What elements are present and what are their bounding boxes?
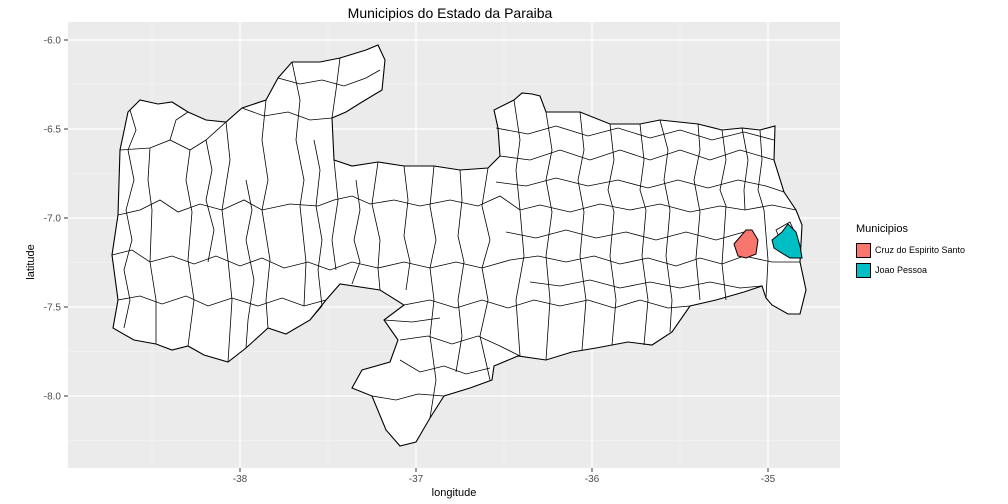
- municipality-border: [261, 99, 271, 329]
- municipality-border: [277, 69, 381, 87]
- x-tick-label: -36: [585, 474, 600, 485]
- municipality-border: [221, 121, 233, 363]
- municipality-border: [399, 335, 521, 357]
- municipality-border: [291, 61, 307, 307]
- x-axis-title: longitude: [431, 487, 477, 499]
- municipality-border: [399, 359, 491, 375]
- x-tick-label: -37: [409, 474, 424, 485]
- municipality-border: [495, 125, 775, 141]
- municipality-border: [371, 161, 381, 291]
- y-tick-label: -6.0: [44, 36, 62, 47]
- x-tick-label: -35: [761, 474, 776, 485]
- municipality-border: [757, 129, 769, 299]
- municipality-border: [169, 111, 189, 141]
- map-title: Municipios do Estado da Paraiba: [347, 5, 553, 21]
- y-axis-ticks: -6.0 -6.5 -7.0 -7.5 -8.0: [44, 36, 68, 403]
- municipality-border: [185, 149, 195, 347]
- municipality-border: [331, 57, 341, 119]
- municipality-border: [693, 123, 701, 301]
- x-tick-label: -38: [233, 474, 248, 485]
- legend-label: Joao Pessoa: [875, 265, 928, 275]
- legend: Municipios Cruz do Espirito Santo Joao P…: [856, 223, 965, 280]
- paraiba-state: [111, 44, 807, 447]
- legend-key-cruz: [856, 242, 871, 258]
- municipality-border: [639, 123, 649, 346]
- y-tick-label: -7.5: [44, 303, 62, 314]
- municipality-border: [119, 121, 227, 151]
- municipality-border: [403, 165, 411, 291]
- legend-title: Municipios: [856, 223, 908, 235]
- municipality-border: [429, 165, 437, 419]
- legend-item: Cruz do Espirito Santo: [856, 240, 965, 260]
- cruz-do-espirito-santo-shape: [733, 229, 759, 259]
- municipality-border: [241, 107, 333, 121]
- y-tick-label: -8.0: [44, 392, 62, 403]
- legend-label: Cruz do Espirito Santo: [875, 245, 966, 255]
- y-tick-label: -6.5: [44, 125, 62, 136]
- municipality-border: [351, 179, 361, 285]
- municipality-borders: [111, 57, 800, 419]
- legend-item: Joao Pessoa: [856, 260, 965, 280]
- municipality-border: [505, 229, 745, 241]
- y-tick-label: -7.0: [44, 214, 62, 225]
- municipality-border: [495, 177, 785, 193]
- municipality-border: [513, 99, 525, 357]
- municipality-border: [147, 147, 157, 344]
- municipality-border: [529, 279, 763, 289]
- municipality-border: [577, 111, 587, 351]
- legend-key-joao: [856, 262, 871, 278]
- municipality-border: [245, 179, 255, 349]
- municipality-border: [309, 139, 323, 321]
- y-axis-title: latitude: [25, 244, 37, 280]
- municipality-border: [499, 149, 775, 161]
- municipality-border: [455, 169, 465, 373]
- municipality-border: [659, 119, 673, 333]
- municipality-border: [607, 123, 617, 346]
- joao-pessoa-shape: [771, 223, 803, 259]
- municipality-border: [331, 159, 339, 271]
- municipality-border: [479, 167, 491, 381]
- municipality-border: [403, 299, 691, 309]
- municipality-border: [117, 295, 327, 307]
- municipality-border: [205, 139, 215, 263]
- municipality-border: [117, 195, 797, 216]
- municipality-border: [123, 109, 137, 329]
- municipality-border: [545, 111, 553, 361]
- municipality-border: [383, 317, 441, 323]
- municipality-border: [741, 127, 749, 211]
- x-axis-ticks: -38 -37 -36 -35: [233, 468, 776, 485]
- municipality-border: [371, 393, 445, 401]
